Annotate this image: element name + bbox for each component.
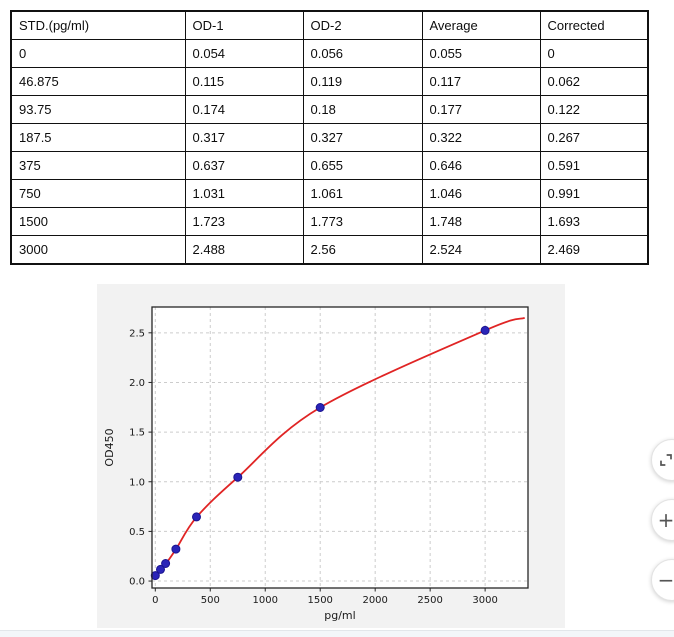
- table-cell: 1.773: [302, 207, 423, 236]
- x-tick-label: 1500: [307, 595, 332, 606]
- table-cell: 0.122: [539, 95, 649, 124]
- table-row: 375 0.637 0.655 0.646 0.591: [10, 151, 649, 180]
- table-row: 187.5 0.317 0.327 0.322 0.267: [10, 123, 649, 152]
- y-tick-label: 2.0: [129, 378, 145, 389]
- bottom-page-strip: [0, 630, 674, 637]
- standard-curve-figure: 0 500 1000 1500 2000 2500 3000 0.0 0.5 1.0 1.5 2.0 2…: [97, 284, 565, 628]
- table-cell: 1.723: [184, 207, 304, 236]
- data-point: [480, 325, 490, 335]
- table-row: 3000 2.488 2.56 2.524 2.469: [10, 235, 649, 265]
- standard-curve-svg: 0 500 1000 1500 2000 2500 3000 0.0 0.5 1.0 1.5 2.0 2…: [103, 306, 529, 622]
- y-tick-label: 1.0: [129, 477, 145, 488]
- table-cell: 0.056: [302, 39, 423, 68]
- table-cell: 0.062: [539, 67, 649, 96]
- column-header: OD-2: [302, 10, 423, 40]
- table-cell: 2.469: [539, 235, 649, 265]
- table-cell: 0.054: [184, 39, 304, 68]
- data-point: [161, 559, 171, 568]
- table-cell: 0.317: [184, 123, 304, 152]
- data-point: [315, 403, 325, 412]
- y-tick-label: 1.5: [129, 428, 145, 439]
- column-header: STD.(pg/ml): [10, 10, 186, 40]
- table-cell: 0: [539, 39, 649, 68]
- y-tick-label: 2.5: [129, 328, 145, 339]
- y-tick-label: 0.5: [129, 527, 145, 538]
- x-tick-label: 0: [152, 595, 158, 606]
- fit-screen-icon: [660, 454, 672, 466]
- x-tick-label: 1000: [253, 595, 278, 606]
- table-cell: 0.327: [302, 123, 423, 152]
- table-cell: 750: [10, 179, 186, 208]
- table-cell: 0.655: [302, 151, 423, 180]
- table-cell: 0.322: [421, 123, 541, 152]
- zoom-in-button[interactable]: +: [651, 499, 674, 541]
- x-tick-label: 500: [201, 595, 220, 606]
- table-cell: 93.75: [10, 95, 186, 124]
- data-point: [156, 564, 165, 574]
- column-header: OD-1: [184, 10, 304, 40]
- table-cell: 2.488: [184, 235, 304, 265]
- table-cell: 1.693: [539, 207, 649, 236]
- standards-table-head-row: STD.(pg/ml) OD-1 OD-2 Average Corrected: [10, 10, 649, 40]
- table-cell: 1.046: [421, 179, 541, 208]
- table-cell: 1.748: [421, 207, 541, 236]
- table-cell: 375: [10, 151, 186, 180]
- column-header: Corrected: [539, 10, 649, 40]
- table-cell: 0.177: [421, 95, 541, 124]
- column-header: Average: [421, 10, 541, 40]
- table-cell: 1.031: [184, 179, 304, 208]
- table-cell: 0.115: [184, 67, 304, 96]
- table-row: 93.75 0.174 0.18 0.177 0.122: [10, 95, 649, 124]
- table-cell: 0: [10, 39, 186, 68]
- table-cell: 0.18: [302, 95, 423, 124]
- standards-table: STD.(pg/ml) OD-1 OD-2 Average Corrected 0 0.0…: [10, 10, 649, 265]
- table-row: 0 0.054 0.056 0.055 0: [10, 39, 649, 68]
- table-cell: 0.267: [539, 123, 649, 152]
- table-cell: 0.119: [302, 67, 423, 96]
- table-cell: 1500: [10, 207, 186, 236]
- table-cell: 2.524: [421, 235, 541, 265]
- table-cell: 0.174: [184, 95, 304, 124]
- table-cell: 187.5: [10, 123, 186, 152]
- fit-to-screen-button[interactable]: [651, 439, 674, 481]
- data-point: [192, 512, 201, 522]
- table-cell: 0.991: [539, 179, 649, 208]
- data-point: [171, 544, 181, 554]
- table-row: 1500 1.723 1.773 1.748 1.693: [10, 207, 649, 236]
- x-axis-label: pg/ml: [324, 609, 355, 622]
- x-tick-label: 2500: [417, 595, 442, 606]
- data-point: [150, 571, 160, 581]
- table-cell: 1.061: [302, 179, 423, 208]
- table-cell: 0.646: [421, 151, 541, 180]
- table-cell: 0.591: [539, 151, 649, 180]
- x-tick-label: 2000: [362, 595, 387, 606]
- table-cell: 0.637: [184, 151, 304, 180]
- y-tick-label: 0.0: [129, 577, 145, 588]
- table-cell: 2.56: [302, 235, 423, 265]
- minus-icon: −: [657, 568, 674, 592]
- x-tick-label: 3000: [472, 595, 497, 606]
- plus-icon: +: [657, 508, 674, 532]
- table-cell: 46.875: [10, 67, 186, 96]
- table-row: 46.875 0.115 0.119 0.117 0.062: [10, 67, 649, 96]
- table-cell: 3000: [10, 235, 186, 265]
- standards-table-body: 0 0.054 0.056 0.055 0 46.875 0.115 0.119 0.117 0.…: [10, 39, 649, 265]
- data-point: [233, 472, 243, 482]
- zoom-out-button[interactable]: −: [651, 559, 674, 601]
- table-cell: 0.055: [421, 39, 541, 68]
- table-cell: 0.117: [421, 67, 541, 96]
- table-row: 750 1.031 1.061 1.046 0.991: [10, 179, 649, 208]
- y-axis-label: OD450: [103, 428, 116, 466]
